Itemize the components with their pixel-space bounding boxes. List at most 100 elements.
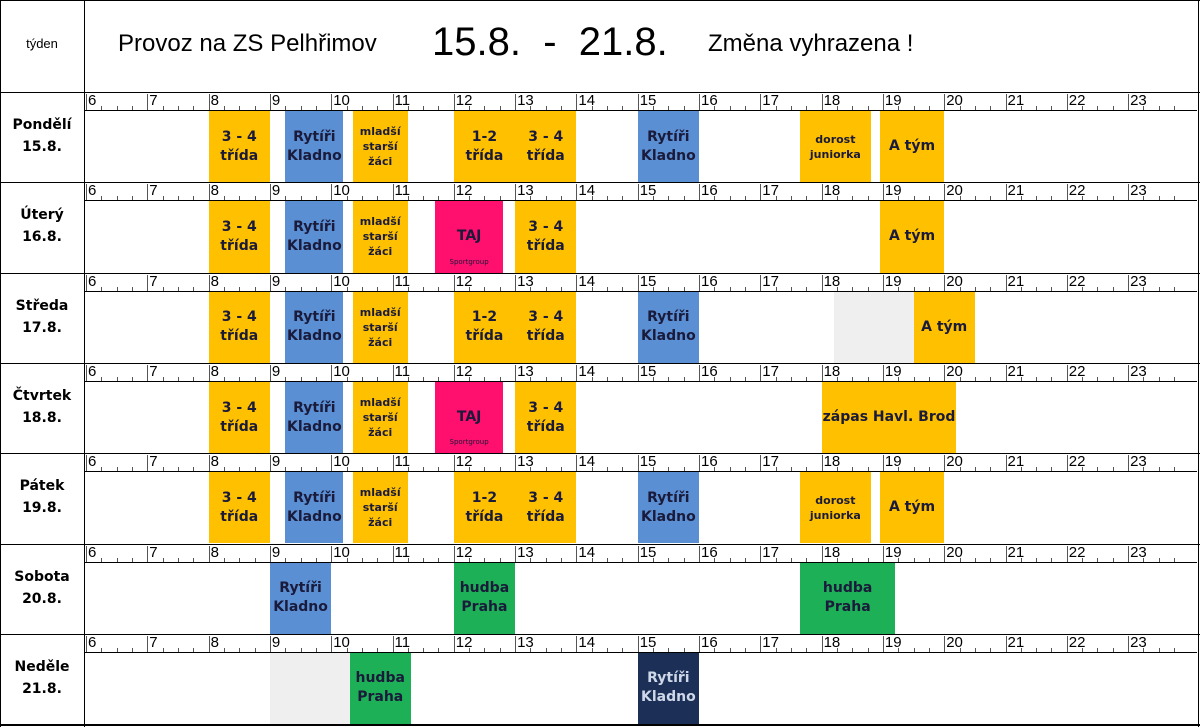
hour-label: 11: [394, 453, 411, 471]
event-text: hudba: [822, 580, 873, 597]
hour-tick: [392, 184, 394, 201]
quarter-tick: [116, 196, 118, 201]
quarter-tick: [790, 467, 792, 472]
event-text: Rytíři: [647, 128, 690, 145]
hour-tick: [269, 455, 271, 472]
quarter-tick: [928, 376, 930, 381]
quarter-tick: [300, 196, 302, 201]
quarter-tick: [407, 467, 409, 472]
hour-tick: [331, 274, 333, 291]
quarter-tick: [254, 106, 256, 110]
event-text: Praha: [357, 689, 404, 706]
hour-label: 21: [1007, 182, 1025, 200]
event-text: mladší: [359, 125, 401, 139]
quarter-tick: [622, 106, 624, 110]
hour-tick: [821, 184, 823, 201]
hour-tick: [1128, 94, 1130, 110]
quarter-tick: [315, 376, 317, 381]
hour-tick: [944, 184, 946, 201]
hour-tick: [699, 545, 700, 562]
quarter-tick: [913, 647, 915, 652]
hour-tick: [331, 635, 333, 652]
quarter-tick: [285, 647, 287, 652]
quarter-tick: [959, 286, 961, 291]
quarter-tick: [898, 286, 900, 291]
quarter-tick: [1097, 106, 1099, 110]
quarter-tick: [300, 467, 302, 472]
quarter-tick: [990, 286, 992, 291]
event-sponsor: Sportgroup: [449, 438, 489, 447]
quarter-tick: [162, 557, 164, 562]
quarter-tick: [484, 286, 486, 291]
hour-tick: [1005, 274, 1007, 291]
quarter-tick: [423, 467, 425, 472]
hour-label: 7: [149, 633, 158, 651]
quarter-tick: [928, 286, 930, 291]
quarter-tick: [162, 647, 164, 652]
quarter-tick: [239, 557, 241, 562]
hour-tick: [147, 274, 149, 291]
quarter-tick: [607, 286, 609, 291]
day-label: Středa 17.8.: [0, 295, 84, 339]
hour-label: 15: [639, 543, 657, 561]
hour-label: 23: [1130, 633, 1147, 651]
quarter-tick: [591, 467, 593, 472]
hour-tick: [269, 545, 271, 562]
quarter-tick: [346, 106, 348, 110]
event-text: třída: [220, 508, 259, 525]
quarter-tick: [775, 467, 777, 472]
hour-tick: [208, 364, 210, 381]
quarter-tick: [607, 647, 609, 652]
quarter-tick: [1082, 467, 1084, 472]
event-text: Rytíři: [279, 580, 322, 597]
quarter-tick: [423, 196, 425, 201]
quarter-tick: [1158, 286, 1160, 291]
row-divider: [0, 362, 1200, 364]
quarter-tick: [484, 467, 486, 472]
hour-label: 10: [333, 453, 350, 471]
quarter-tick: [729, 647, 731, 652]
row-divider: [0, 633, 1200, 635]
hour-label: 23: [1130, 453, 1147, 471]
hour-tick: [86, 364, 87, 381]
hour-tick: [1066, 364, 1068, 381]
hour-label: 11: [394, 543, 411, 561]
hour-tick: [1128, 635, 1130, 652]
event-block: Rytíři Kladno: [637, 291, 699, 363]
date-range: 15.8. - 21.8.: [432, 20, 668, 64]
hour-tick: [821, 274, 823, 291]
quarter-tick: [545, 286, 547, 291]
quarter-tick: [438, 106, 440, 110]
hour-tick: [208, 635, 210, 652]
quarter-tick: [300, 376, 302, 381]
event-block: 3 - 4 třída: [208, 111, 270, 183]
event-text: Kladno: [640, 508, 696, 525]
quarter-tick: [1174, 647, 1176, 652]
quarter-tick: [377, 557, 379, 562]
event-text: žáci: [368, 426, 393, 440]
quarter-tick: [990, 376, 992, 381]
hour-label: 21: [1007, 453, 1025, 471]
hour-tick: [269, 635, 271, 652]
event-block: Rytíři Kladno: [285, 111, 344, 183]
quarter-tick: [361, 196, 363, 201]
day-label: Neděle 21.8.: [0, 656, 84, 700]
quarter-tick: [959, 376, 961, 381]
event-text: Rytíři: [293, 309, 336, 326]
quarter-tick: [928, 467, 930, 472]
quarter-tick: [806, 557, 808, 562]
hour-label: 22: [1068, 182, 1086, 200]
event-text: 1-2: [471, 309, 498, 326]
hour-label: 10: [333, 633, 350, 651]
hour-label: 10: [333, 543, 350, 561]
hour-tick: [882, 455, 884, 472]
quarter-tick: [1097, 376, 1099, 381]
quarter-tick: [438, 467, 440, 472]
hour-tick: [637, 545, 639, 562]
quarter-tick: [898, 376, 900, 381]
quarter-tick: [469, 196, 471, 201]
hour-tick: [1066, 94, 1068, 110]
event-text: třída: [526, 418, 565, 435]
hour-label: 18: [823, 362, 841, 380]
quarter-tick: [1143, 106, 1145, 110]
